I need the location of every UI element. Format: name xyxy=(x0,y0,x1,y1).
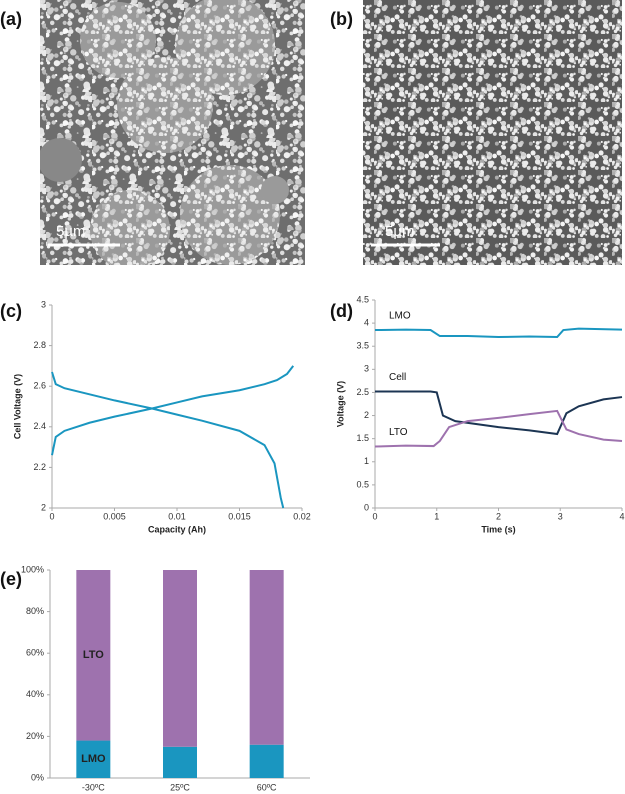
y-tick-label: 2.4 xyxy=(33,421,46,431)
y-tick-label: 100% xyxy=(21,564,44,574)
series-line xyxy=(51,371,285,509)
bar-segment xyxy=(163,746,197,778)
x-tick-label: 60ºC xyxy=(257,782,277,792)
panel-label: (c) xyxy=(0,301,22,321)
y-tick-label: 40% xyxy=(26,689,44,699)
y-tick-label: 2.8 xyxy=(33,340,46,350)
series-line xyxy=(374,327,623,338)
y-tick-label: 0.5 xyxy=(356,479,369,489)
y-tick-label: 20% xyxy=(26,731,44,741)
y-tick-label: 2 xyxy=(364,410,369,420)
panel-label: (a) xyxy=(0,9,22,29)
x-tick-label: 0 xyxy=(372,511,377,521)
x-tick-label: 0 xyxy=(49,511,54,521)
series-line xyxy=(51,365,295,456)
x-tick-label: 2 xyxy=(496,511,501,521)
y-tick-label: 1.5 xyxy=(356,433,369,443)
y-tick-label: 4 xyxy=(364,317,369,327)
series-line xyxy=(375,390,623,436)
y-tick-label: 3 xyxy=(364,364,369,374)
bar-segment xyxy=(76,740,111,778)
y-tick-label: 80% xyxy=(26,606,44,616)
x-tick-label: 0.005 xyxy=(103,511,126,521)
x-tick-label: 0.015 xyxy=(228,511,251,521)
x-tick-label: 3 xyxy=(558,511,563,521)
scale-label: 5µm xyxy=(385,223,414,240)
y-tick-label: 2.2 xyxy=(33,462,46,472)
series-line xyxy=(374,409,623,448)
bar-segment xyxy=(163,570,197,747)
series-label: LTO xyxy=(389,427,408,438)
y-axis-title: Cell Voltage (V) xyxy=(12,374,22,439)
y-tick-label: 1 xyxy=(364,456,369,466)
panel-label: (e) xyxy=(0,569,22,589)
y-tick-label: 3.5 xyxy=(356,341,369,351)
x-axis-title: Capacity (Ah) xyxy=(148,524,206,534)
sem-particles xyxy=(40,0,289,265)
panel-label: (d) xyxy=(330,301,353,321)
series-label: LMO xyxy=(389,311,411,322)
y-tick-label: 2.5 xyxy=(356,387,369,397)
series-label: LTO xyxy=(83,649,104,661)
x-axis-title: Time (s) xyxy=(481,524,515,534)
y-tick-label: 3 xyxy=(41,299,46,309)
bar-segment xyxy=(249,744,284,778)
bar-segment xyxy=(76,570,111,741)
y-tick-label: 0% xyxy=(31,772,44,782)
y-tick-label: 0 xyxy=(364,502,369,512)
x-tick-label: 0.01 xyxy=(168,511,186,521)
y-tick-label: 2.6 xyxy=(33,381,46,391)
series-label: LMO xyxy=(81,753,106,765)
y-tick-label: 2 xyxy=(41,502,46,512)
x-tick-label: -30ºC xyxy=(82,782,105,792)
scale-label: 5µm xyxy=(56,223,85,240)
series-label: Cell xyxy=(389,372,406,383)
x-tick-label: 0.02 xyxy=(293,511,311,521)
y-tick-label: 4.5 xyxy=(356,294,369,304)
panel-label: (b) xyxy=(330,9,353,29)
bar-segment xyxy=(249,570,284,745)
y-tick-label: 60% xyxy=(26,648,44,658)
sem-texture xyxy=(363,0,622,265)
x-tick-label: 1 xyxy=(434,511,439,521)
x-tick-label: 4 xyxy=(619,511,624,521)
y-axis-title: Voltage (V) xyxy=(335,381,345,427)
x-tick-label: 25ºC xyxy=(170,782,190,792)
